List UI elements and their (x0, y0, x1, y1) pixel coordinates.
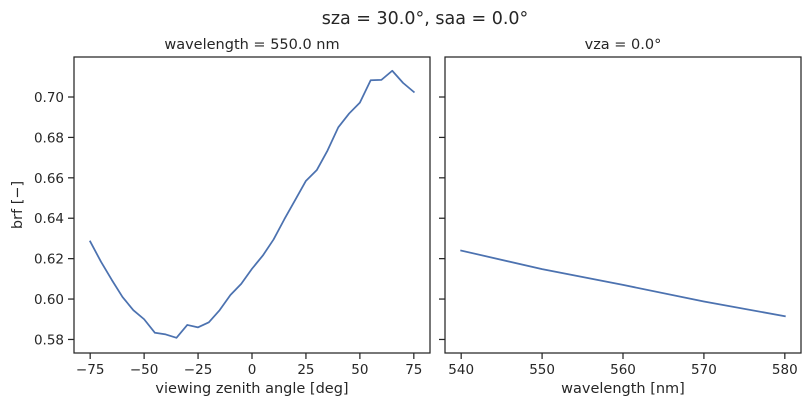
x-tick-label: 580 (772, 362, 798, 378)
y-axis-label: brf [−] (10, 181, 26, 229)
x-tick-label: 0 (248, 362, 257, 378)
y-tick-label: 0.70 (34, 90, 64, 106)
plot-area-frame (73, 56, 431, 354)
x-tick-label: −25 (184, 362, 213, 378)
figure-suptitle: sza = 30.0°, saa = 0.0° (322, 9, 529, 29)
y-tick-label: 0.68 (34, 130, 64, 146)
y-tick-label: 0.66 (34, 171, 64, 187)
x-tick-label: 560 (610, 362, 636, 378)
x-axis-label: wavelength [nm] (561, 381, 685, 397)
x-tick-label: 550 (529, 362, 555, 378)
chart-panel-1: wavelength = 550.0 nm −75 −50 −25 0 25 50 75 0.5… (10, 37, 431, 397)
x-tick-label: 570 (691, 362, 717, 378)
x-tick-label: 75 (405, 362, 422, 378)
y-tick-label: 0.58 (34, 332, 64, 348)
x-tick-label: −75 (76, 362, 105, 378)
x-tick-label: 50 (351, 362, 368, 378)
data-series-line (88, 69, 416, 339)
panel-title: vza = 0.0° (585, 37, 662, 53)
x-tick-label: −50 (130, 362, 159, 378)
y-tick-label: 0.60 (34, 292, 64, 308)
data-series-line (460, 249, 786, 318)
y-tick-label: 0.64 (34, 211, 64, 227)
y-tick-label: 0.62 (34, 252, 64, 268)
panel-title: wavelength = 550.0 nm (164, 37, 339, 53)
x-tick-label: 25 (297, 362, 314, 378)
x-tick-label: 540 (448, 362, 474, 378)
chart-panel-2: vza = 0.0° 540 550 560 570 580 wavelength [nm] (439, 37, 802, 397)
x-axis-label: viewing zenith angle [deg] (155, 381, 348, 397)
